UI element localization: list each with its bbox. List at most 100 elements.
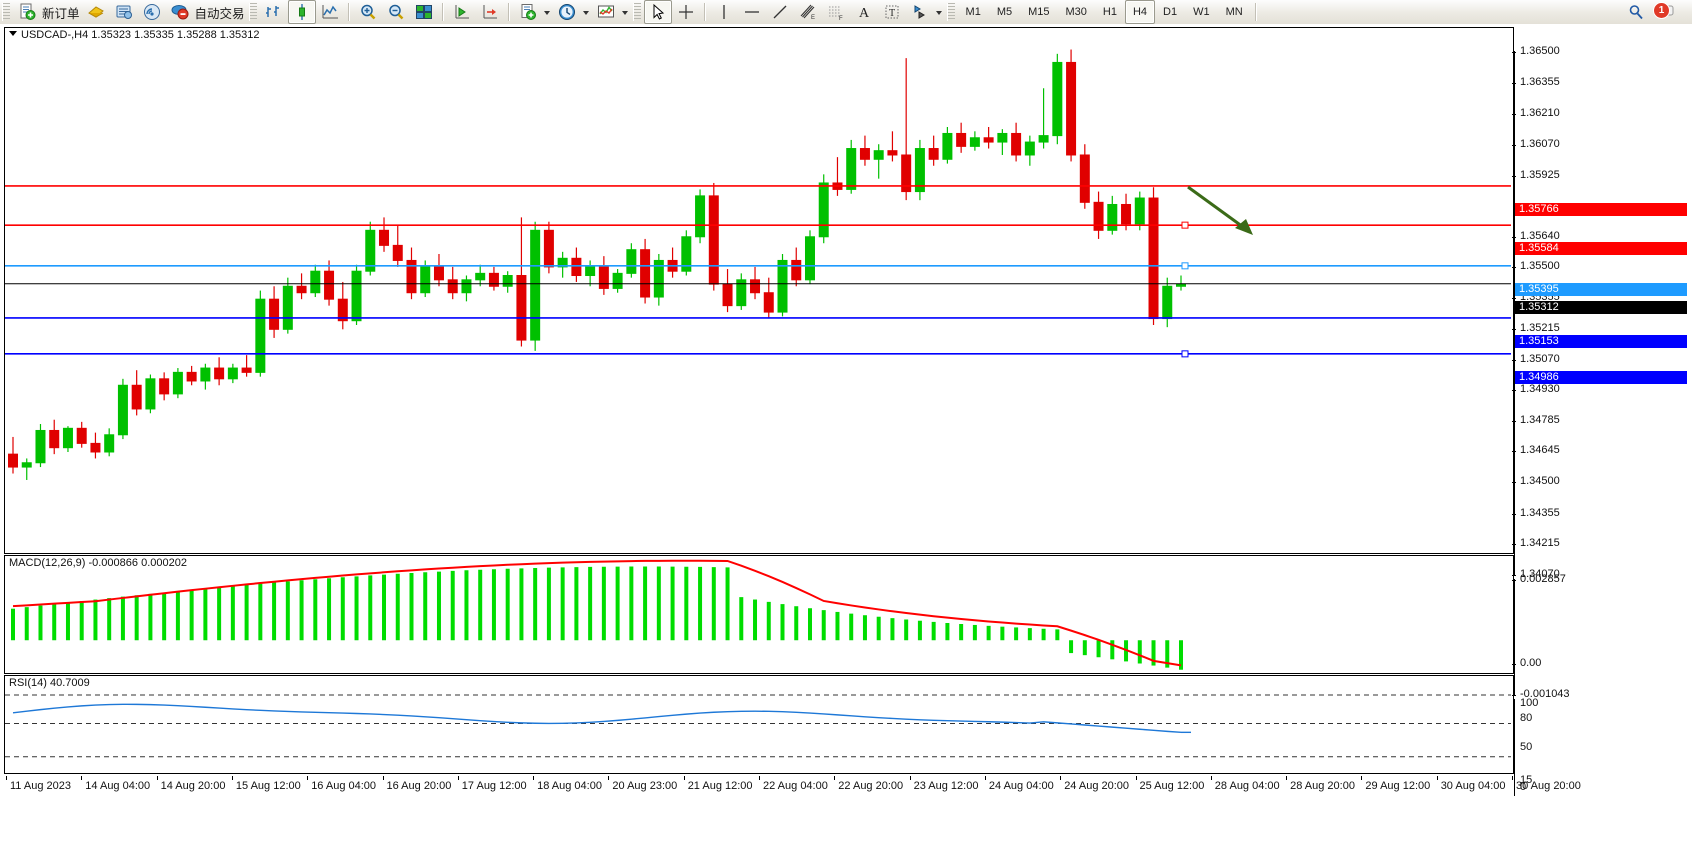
rsi-plot <box>5 694 1511 758</box>
time-axis[interactable]: 11 Aug 2023 14 Aug 04:00 14 Aug 20:00 15 Au… <box>4 776 1581 798</box>
period-caret-icon[interactable] <box>582 11 589 15</box>
trendline-icon[interactable] <box>766 0 794 24</box>
indicators-caret-icon[interactable] <box>621 11 628 15</box>
new-chart-icon[interactable] <box>514 0 542 24</box>
time-tick: 17 Aug 12:00 <box>461 780 527 792</box>
macd-scale[interactable]: 0.002857 0.00 -0.001043 <box>1512 573 1692 700</box>
time-tick-mark <box>1135 776 1137 780</box>
signals-icon[interactable] <box>138 0 166 24</box>
crosshair-icon[interactable] <box>672 0 700 24</box>
price-tag-1.35584[interactable]: 1.35584 <box>1515 242 1687 256</box>
tools-grip[interactable] <box>632 3 641 21</box>
time-tick: 24 Aug 20:00 <box>1064 780 1130 792</box>
timeframe-mn[interactable]: MN <box>1225 6 1243 18</box>
cursor-icon[interactable] <box>643 0 672 24</box>
time-tick-mark <box>1210 776 1212 780</box>
time-tick-mark <box>231 776 233 780</box>
rsi-scale[interactable]: 100 80 50 15 0 <box>1514 697 1692 796</box>
text-label-icon[interactable]: T <box>878 0 906 24</box>
bar-chart-icon[interactable] <box>260 0 288 24</box>
terminal-icon[interactable] <box>110 0 138 24</box>
rsi-label: RSI(14) 40.7009 <box>9 677 90 689</box>
time-tick-mark <box>909 776 911 780</box>
autoscroll-icon[interactable] <box>476 0 504 24</box>
price-pane[interactable]: USDCAD-,H4 1.35323 1.35335 1.35288 1.353… <box>4 27 1514 554</box>
time-tick: 15 Aug 12:00 <box>235 780 301 792</box>
time-tick: 24 Aug 04:00 <box>988 780 1054 792</box>
chart-area[interactable]: USDCAD-,H4 1.35323 1.35335 1.35288 1.353… <box>0 24 1692 854</box>
time-tick: 18 Aug 04:00 <box>537 780 602 792</box>
candlestick-icon[interactable] <box>287 0 316 24</box>
price-scale[interactable]: 1.36500 1.36355 1.36210 1.36070 1.35925 1.356… <box>1512 45 1692 580</box>
fibonacci-icon[interactable]: F <box>822 0 850 24</box>
search-icon[interactable] <box>1622 0 1650 24</box>
new-order-label: 新订单 <box>42 6 80 21</box>
toolbar-separator-3 <box>507 3 510 21</box>
price-tag-1.34986[interactable]: 1.34986 <box>1515 370 1687 384</box>
time-tick: 14 Aug 04:00 <box>85 780 151 792</box>
toolbar-separator-5 <box>1254 3 1257 21</box>
line-chart-icon[interactable] <box>316 0 344 24</box>
time-tick: 16 Aug 20:00 <box>386 780 452 792</box>
time-tick: 23 Aug 12:00 <box>913 780 979 792</box>
autotrading-label: 自动交易 <box>194 6 245 21</box>
tile-windows-icon[interactable] <box>410 0 438 24</box>
timeframe-d1[interactable]: D1 <box>1163 6 1178 18</box>
main-toolbar: 新订单 自动交易 <box>0 0 1692 25</box>
time-tick-mark <box>759 776 760 780</box>
price-tag-1.35312[interactable]: 1.35312 <box>1515 300 1687 314</box>
equidistant-channel-icon[interactable]: E <box>794 0 822 24</box>
macd-label: MACD(12,26,9) -0.000866 0.000202 <box>9 557 187 569</box>
macd-pane[interactable]: MACD(12,26,9) -0.000866 0.000202 <box>4 555 1514 674</box>
time-tick-mark <box>457 776 459 780</box>
symbol-dropdown-icon[interactable] <box>9 31 17 36</box>
price-tag-1.35395[interactable]: 1.35395 <box>1515 282 1687 296</box>
new-chart-caret-icon[interactable] <box>543 11 550 15</box>
zoom-in-icon[interactable] <box>354 0 382 24</box>
toolbar-right-group: 1 <box>1622 0 1692 24</box>
timeframes-grip[interactable] <box>946 3 955 21</box>
timeframe-m5[interactable]: M5 <box>996 6 1013 18</box>
objects-icon[interactable] <box>906 0 934 24</box>
period-icon[interactable] <box>553 0 581 24</box>
time-tick-mark <box>156 776 158 780</box>
horizontal-line-icon[interactable] <box>738 0 766 24</box>
price-tag-1.35766[interactable]: 1.35766 <box>1515 202 1687 216</box>
timeframe-m1[interactable]: M1 <box>965 6 981 18</box>
time-tick: 30 Aug 04:00 <box>1440 780 1506 792</box>
time-tick-mark <box>608 776 610 780</box>
timeframe-h4[interactable]: H4 <box>1124 0 1156 24</box>
text-icon[interactable]: A <box>850 0 878 24</box>
timeframe-m15[interactable]: M15 <box>1028 6 1050 18</box>
time-tick-mark <box>382 776 384 780</box>
autotrading-icon[interactable] <box>166 0 194 24</box>
objects-caret-icon[interactable] <box>935 11 942 15</box>
notification-icon[interactable]: 1 <box>1650 0 1682 24</box>
pending-order-icon[interactable] <box>82 0 110 24</box>
chart-type-grip[interactable] <box>248 3 257 21</box>
new-order-button[interactable] <box>13 0 41 24</box>
notification-badge: 1 <box>1653 2 1670 19</box>
vertical-line-icon[interactable] <box>710 0 738 24</box>
time-tick-mark <box>1286 776 1288 780</box>
timeframe-h1[interactable]: H1 <box>1102 6 1117 18</box>
time-tick: 20 Aug 23:00 <box>612 780 678 792</box>
timeframe-w1[interactable]: W1 <box>1193 6 1210 18</box>
toolbar-grip[interactable] <box>2 3 10 21</box>
price-tag-1.35153[interactable]: 1.35153 <box>1515 334 1687 348</box>
chart-shift-icon[interactable] <box>448 0 476 24</box>
indicators-icon[interactable] <box>592 0 620 24</box>
time-tick-mark <box>1512 776 1513 780</box>
symbol-info: USDCAD-,H4 1.35323 1.35335 1.35288 1.353… <box>9 29 260 41</box>
price-candles <box>5 49 1511 480</box>
time-tick-mark <box>1361 776 1363 780</box>
toolbar-separator-4 <box>703 3 706 21</box>
time-tick-mark <box>6 776 7 780</box>
timeframe-m30[interactable]: M30 <box>1065 6 1087 18</box>
zoom-out-icon[interactable] <box>382 0 410 24</box>
time-tick: 21 Aug 12:00 <box>687 780 753 792</box>
rsi-pane[interactable]: RSI(14) 40.7009 <box>4 675 1514 774</box>
svg-text:E: E <box>811 15 815 21</box>
time-tick-mark <box>984 776 986 780</box>
